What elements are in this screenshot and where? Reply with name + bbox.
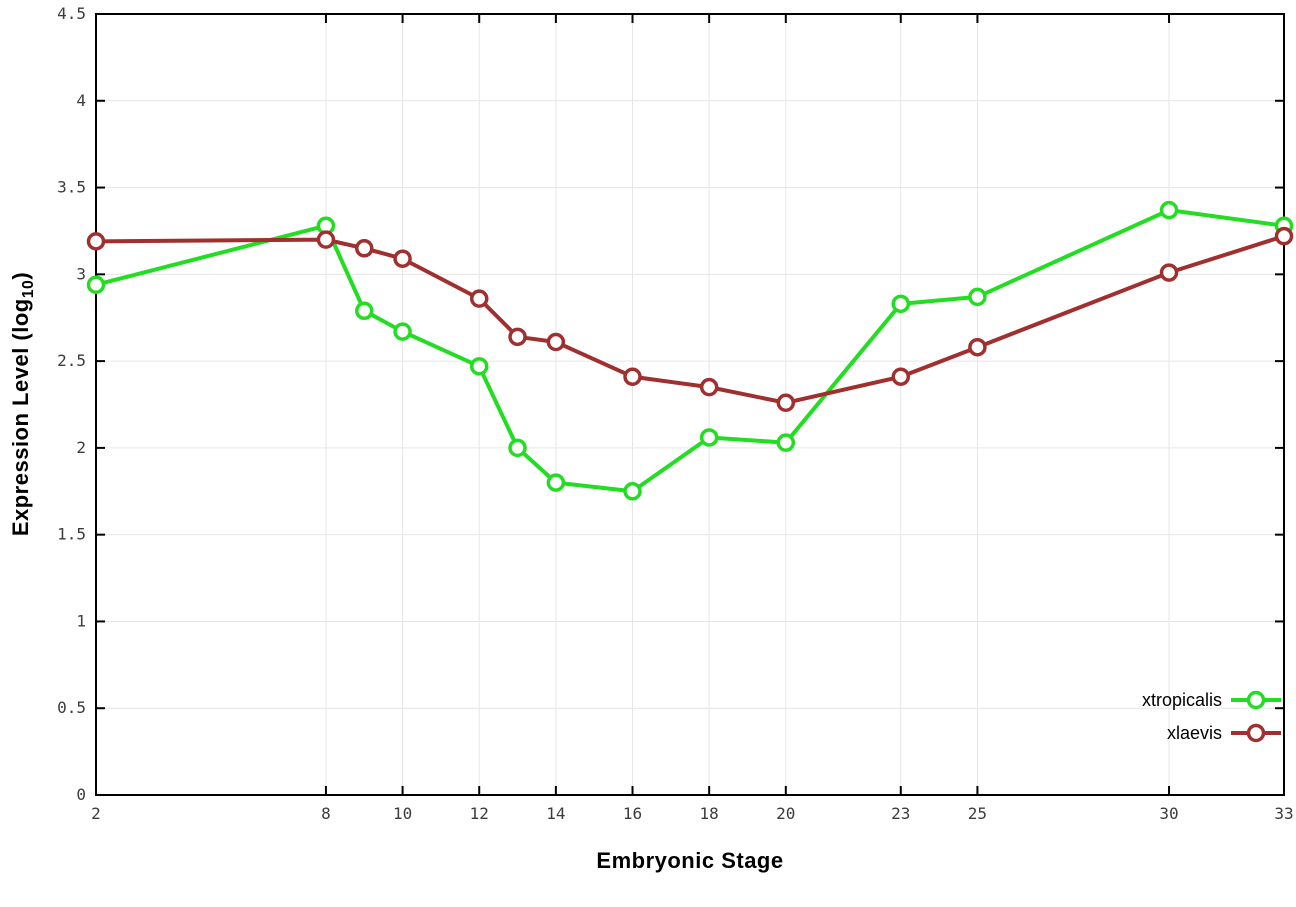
data-point-xtropicalis (623, 482, 642, 501)
legend-label-xlaevis: xlaevis (1167, 723, 1222, 743)
data-point-xlaevis (508, 327, 527, 347)
tick-marks (95, 13, 1285, 796)
y-tick-label: 2 (76, 438, 86, 457)
data-point-xlaevis (316, 230, 336, 249)
x-tick-label: 14 (546, 804, 565, 823)
series-line-xtropicalis (94, 208, 1286, 494)
y-tick-label: 1.5 (57, 525, 86, 544)
data-point-xtropicalis (1159, 200, 1179, 220)
plot-border (95, 13, 1285, 796)
y-tick-label: 2.5 (57, 351, 86, 370)
x-tick-label: 25 (968, 804, 987, 823)
y-tick-label: 1 (76, 611, 86, 630)
data-point-xlaevis (968, 337, 987, 357)
y-tick-label: 0.5 (57, 698, 86, 717)
x-tick-label: 30 (1159, 804, 1178, 823)
data-point-xlaevis (86, 232, 106, 251)
x-tick-label: 12 (470, 804, 489, 823)
x-tick-labels: 2 8 10 12 14 16 18 20 23 25 30 33 (91, 804, 1293, 823)
x-tick-label: 20 (776, 804, 795, 823)
y-tick-label: 4 (76, 91, 86, 110)
data-point-xtropicalis (355, 301, 374, 321)
legend-marker-xtropicalis (1246, 690, 1266, 710)
data-point-xlaevis (393, 249, 412, 268)
legend: xtropicalis xlaevis (1142, 690, 1281, 743)
y-tick-label: 3.5 (57, 178, 86, 197)
data-point-xtropicalis (86, 275, 106, 294)
data-point-xlaevis (699, 377, 719, 397)
legend-label-xtropicalis: xtropicalis (1142, 690, 1222, 710)
data-point-xtropicalis (968, 287, 987, 307)
data-point-xlaevis (891, 367, 911, 386)
x-axis-title: Embryonic Stage (596, 848, 784, 873)
legend-marker-xlaevis (1246, 723, 1266, 743)
data-point-xlaevis (355, 239, 374, 258)
data-point-xtropicalis (508, 438, 527, 458)
y-axis-title-main: Expression Level (log (7, 298, 33, 537)
data-point-xtropicalis (699, 428, 719, 447)
data-point-xlaevis (1159, 263, 1179, 282)
gridlines (95, 13, 1285, 796)
x-tick-label: 33 (1274, 804, 1293, 823)
data-point-xlaevis (1274, 226, 1294, 246)
data-point-xtropicalis (469, 357, 489, 376)
y-axis-title-sub: 10 (20, 279, 38, 299)
series-xtropicalis (86, 200, 1294, 501)
series-line-xlaevis (94, 234, 1286, 405)
x-tick-label: 23 (891, 804, 910, 823)
y-axis-title: Expression Level (log10) (8, 272, 38, 536)
x-tick-label: 18 (700, 804, 719, 823)
y-axis-title-close: ) (7, 271, 33, 280)
y-tick-label: 0 (76, 785, 86, 804)
data-point-xtropicalis (891, 294, 911, 314)
data-point-xlaevis (623, 367, 642, 386)
data-point-xlaevis (776, 393, 796, 413)
data-point-xtropicalis (776, 433, 796, 452)
data-point-xtropicalis (546, 473, 566, 492)
data-point-xlaevis (546, 332, 566, 352)
x-tick-label: 2 (91, 804, 101, 823)
x-tick-label: 10 (393, 804, 412, 823)
x-tick-label: 16 (623, 804, 642, 823)
data-point-xlaevis (469, 289, 489, 308)
series-xlaevis (86, 226, 1294, 413)
y-tick-labels: 0 0.5 1 1.5 2 2.5 3 3.5 4 4.5 (57, 4, 86, 804)
y-tick-label: 3 (76, 264, 86, 283)
data-point-xtropicalis (393, 322, 412, 341)
x-tick-label: 8 (321, 804, 331, 823)
y-tick-label: 4.5 (57, 4, 86, 23)
